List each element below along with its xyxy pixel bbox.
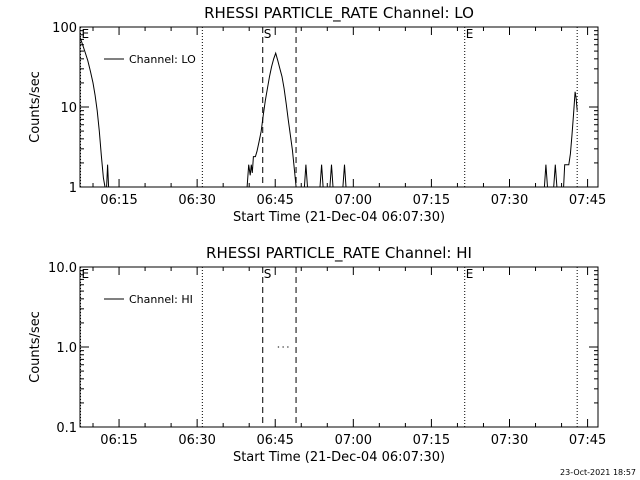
x-tick-label-hi: 07:45 [569,433,606,448]
data-series-line-lo [342,164,347,188]
x-tick-label-hi: 06:15 [100,433,137,448]
data-series-line-lo [563,91,578,188]
x-tick-label-lo: 07:00 [335,193,372,208]
y-tick-label-lo: 10 [60,101,77,116]
y-tick-label-lo: 1 [69,181,77,196]
x-tick-label-lo: 07:30 [491,193,528,208]
x-tick-label-hi: 07:00 [335,433,372,448]
data-series-line-lo [329,164,334,188]
x-tick-label-lo: 06:30 [178,193,215,208]
x-tick-label-lo: 07:45 [569,193,606,208]
event-marker-label-hi: S [264,267,272,281]
y-axis-label-lo: Counts/sec [28,71,43,143]
data-series-line-lo [543,164,548,188]
legend-label-hi: Channel: HI [129,293,193,306]
chart-title-hi: RHESSI PARTICLE_RATE Channel: HI [206,244,472,263]
x-axis-label-hi: Start Time (21-Dec-04 06:07:30) [233,450,445,465]
y-tick-label-lo: 100 [52,21,77,36]
y-tick-label-hi: 0.1 [56,421,77,436]
event-marker-label-hi: E [466,267,474,281]
x-axis-label-lo: Start Time (21-Dec-04 06:07:30) [233,210,445,225]
event-marker-label-lo: S [264,27,272,41]
chart-title-lo: RHESSI PARTICLE_RATE Channel: LO [204,4,474,23]
x-tick-label-hi: 07:30 [491,433,528,448]
y-tick-label-hi: 10.0 [48,261,77,276]
x-tick-label-hi: 06:45 [256,433,293,448]
event-marker-label-lo: E [466,27,474,41]
x-tick-label-hi: 07:15 [413,433,450,448]
legend-label-lo: Channel: LO [129,53,196,66]
data-series-line-lo [79,36,106,188]
chart-panel-hi: RHESSI PARTICLE_RATE Channel: HI Start Ti… [28,244,606,465]
event-marker-label-hi: E [82,267,90,281]
x-tick-label-lo: 07:15 [413,193,450,208]
data-series-line-lo [246,51,297,188]
x-tick-label-lo: 06:45 [256,193,293,208]
y-tick-label-hi: 1.0 [56,341,77,356]
chart-panel-lo: RHESSI PARTICLE_RATE Channel: LO Start Ti… [28,4,606,225]
x-tick-label-hi: 06:30 [178,433,215,448]
data-series-line-lo [303,164,308,188]
data-series-line-lo [553,164,558,188]
x-tick-label-lo: 06:15 [100,193,137,208]
generation-timestamp: 23-Oct-2021 18:57 [560,468,636,477]
data-series-line-lo [319,164,324,188]
data-series-line-lo [106,164,110,188]
y-axis-label-hi: Counts/sec [28,311,43,383]
event-marker-label-lo: E [82,27,90,41]
